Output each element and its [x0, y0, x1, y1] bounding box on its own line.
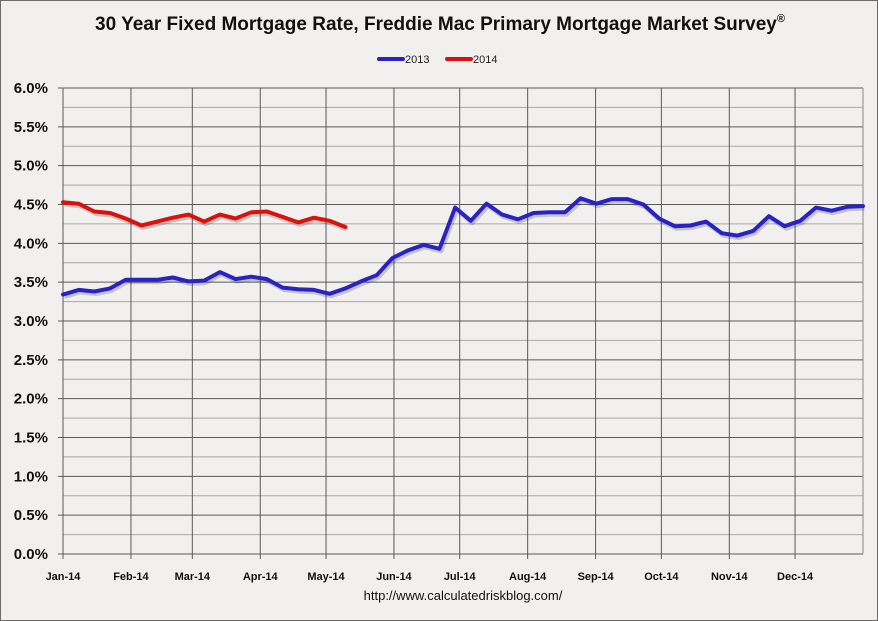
- y-tick-label: 1.0%: [14, 468, 48, 485]
- x-tick-label: Aug-14: [509, 571, 547, 583]
- legend: 2013 2014: [377, 54, 497, 66]
- x-tick-label: Jan-14: [46, 571, 82, 583]
- y-tick-label: 3.5%: [14, 274, 48, 291]
- chart-title: 30 Year Fixed Mortgage Rate, Freddie Mac…: [95, 13, 785, 35]
- x-tick-label: Nov-14: [711, 571, 749, 583]
- x-tick-label: Mar-14: [175, 571, 211, 583]
- x-tick-label: May-14: [307, 571, 345, 583]
- y-tick-label: 2.0%: [14, 391, 48, 408]
- y-tick-label: 3.0%: [14, 313, 48, 330]
- x-tick-label: Oct-14: [644, 571, 679, 583]
- x-tick-label: Dec-14: [777, 571, 814, 583]
- y-tick-label: 2.5%: [14, 352, 48, 369]
- y-tick-label: 0.5%: [14, 507, 48, 524]
- y-tick-label: 0.0%: [14, 546, 48, 563]
- legend-label-2013: 2013: [405, 54, 429, 66]
- y-tick-label: 4.0%: [14, 235, 48, 252]
- x-tick-label: Jul-14: [444, 571, 477, 583]
- x-tick-label: Jun-14: [376, 571, 412, 583]
- x-axis: Jan-14 Feb-14 Mar-14 Apr-14 May-14 Jun-14 Jul-…: [46, 571, 814, 583]
- y-tick-label: 5.0%: [14, 158, 48, 175]
- x-tick-label: Apr-14: [243, 571, 279, 583]
- series-lines: [61, 196, 865, 299]
- x-tick-label: Sep-14: [578, 571, 615, 583]
- y-tick-label: 1.5%: [14, 430, 48, 447]
- series-line-2013: [61, 196, 865, 297]
- legend-label-2014: 2014: [473, 54, 497, 66]
- y-tick-label: 4.5%: [14, 197, 48, 214]
- y-tick-label: 5.5%: [14, 119, 48, 136]
- y-axis: 0.0% 0.5% 1.0% 1.5% 2.0% 2.5% 3.0% 3.5% 4.0% 4.5%…: [14, 80, 48, 563]
- source-url: http://www.calculatedriskblog.com/: [364, 588, 563, 603]
- gridlines: [58, 87, 864, 559]
- y-tick-label: 6.0%: [14, 80, 48, 97]
- x-tick-label: Feb-14: [113, 571, 149, 583]
